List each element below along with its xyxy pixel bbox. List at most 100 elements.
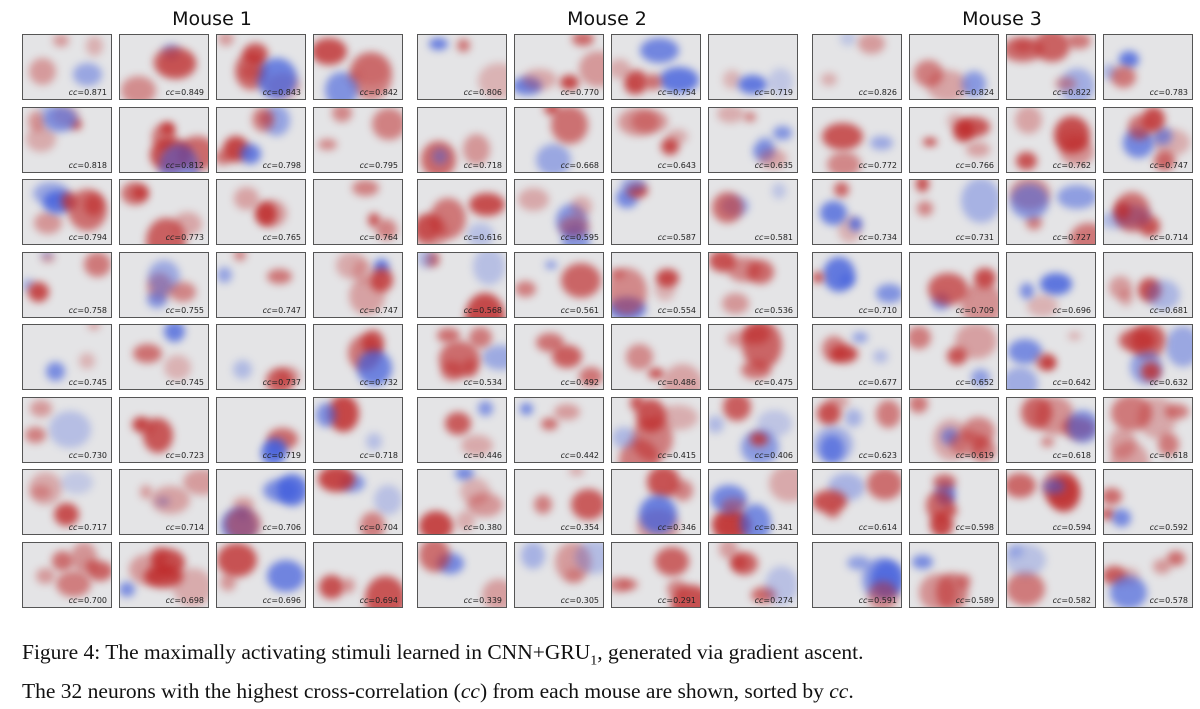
activation-blob	[1007, 472, 1037, 498]
activation-blob	[258, 199, 288, 228]
activation-blob	[756, 409, 793, 438]
stimulus-tile: cc=0.581	[708, 179, 798, 245]
cc-value: 0.730	[84, 450, 107, 460]
caption-line-1: Figure 4: The maximally activating stimu…	[22, 637, 1192, 676]
activation-blob	[875, 284, 901, 303]
cc-value: 0.623	[874, 450, 897, 460]
activation-blob	[29, 399, 53, 417]
cc-prefix: cc=	[657, 305, 674, 315]
activation-blob	[120, 581, 135, 598]
cc-value: 0.339	[479, 595, 502, 605]
cc-value: 0.581	[770, 233, 793, 242]
stimulus-tile: cc=0.592	[1103, 469, 1193, 535]
activation-blob	[961, 71, 986, 97]
cc-value: 0.719	[278, 450, 301, 460]
cc-value: 0.291	[673, 595, 696, 605]
activation-blob	[820, 200, 847, 225]
activation-blob	[520, 403, 533, 415]
cc-value: 0.652	[971, 378, 994, 387]
activation-blob	[482, 578, 506, 607]
activation-blob	[826, 397, 849, 410]
stimulus-tile: cc=0.737	[216, 324, 306, 390]
activation-blob	[971, 368, 991, 387]
activation-blob	[1112, 509, 1131, 527]
activation-blob	[826, 506, 841, 519]
cc-prefix: cc=	[165, 523, 182, 532]
activation-blob	[612, 427, 636, 448]
cc-prefix: cc=	[1149, 233, 1166, 242]
activation-blob	[1153, 151, 1175, 171]
cc-label: cc=0.773	[166, 233, 204, 242]
cc-value: 0.578	[1165, 595, 1188, 605]
activation-blob	[565, 569, 583, 583]
stimulus-tile: cc=0.723	[119, 396, 209, 463]
activation-blob	[1067, 410, 1095, 443]
activation-blob	[1113, 191, 1150, 233]
cc-label: cc=0.732	[360, 378, 398, 387]
activation-blob	[482, 344, 506, 370]
activation-blob	[368, 212, 381, 228]
cc-label: cc=0.696	[263, 596, 301, 605]
stimulus-tile: cc=0.614	[812, 469, 902, 535]
stimulus-tile: cc=0.642	[1006, 324, 1096, 390]
activation-blob	[568, 470, 584, 477]
activation-blob	[624, 77, 640, 94]
activation-blob	[23, 279, 35, 292]
cc-value: 0.595	[576, 233, 599, 242]
stimulus-tile: cc=0.698	[119, 541, 209, 608]
stimulus-tile: cc=0.694	[313, 541, 403, 608]
cc-prefix: cc=	[68, 88, 85, 97]
activation-blob	[164, 354, 192, 380]
activation-blob	[639, 37, 679, 63]
cc-label: cc=0.618	[1053, 451, 1091, 460]
cc-label: cc=0.446	[464, 451, 502, 460]
cc-value: 0.758	[84, 305, 107, 315]
cc-label: cc=0.554	[658, 306, 696, 315]
cc-label: cc=0.696	[1053, 306, 1091, 315]
activation-blob	[256, 57, 297, 99]
cc-label: cc=0.745	[69, 378, 107, 387]
activation-blob	[467, 492, 503, 517]
activation-blob	[45, 362, 65, 381]
activation-blob	[612, 269, 625, 279]
activation-blob	[373, 485, 402, 516]
cc-label: cc=0.561	[561, 306, 599, 315]
activation-blob	[28, 281, 49, 302]
activation-blob	[866, 470, 901, 500]
cc-label: cc=0.595	[561, 233, 599, 242]
activation-blob	[752, 140, 775, 162]
cc-value: 0.772	[874, 160, 897, 170]
activation-blob	[625, 70, 648, 95]
cc-label: cc=0.305	[561, 596, 599, 605]
activation-blob	[521, 542, 545, 570]
cc-label: cc=0.442	[561, 451, 599, 460]
stimulus-tile: cc=0.677	[812, 324, 902, 390]
activation-blob	[438, 340, 480, 378]
activation-blob	[173, 567, 208, 607]
activation-blob	[78, 352, 95, 370]
cc-value: 0.734	[874, 233, 897, 242]
cc-value: 0.826	[874, 88, 897, 97]
activation-blob	[1110, 397, 1153, 431]
activation-blob	[844, 409, 863, 427]
cc-prefix: cc=	[955, 233, 972, 242]
stimulus-tile: cc=0.772	[812, 106, 902, 173]
cc-label: cc=0.339	[464, 596, 502, 605]
cc-value: 0.681	[1165, 305, 1188, 315]
cc-value: 0.871	[84, 88, 107, 97]
cc-label: cc=0.843	[263, 88, 301, 97]
cc-prefix: cc=	[262, 450, 279, 460]
cc-value: 0.536	[770, 305, 793, 315]
activation-blob	[1015, 107, 1043, 135]
stimulus-tile: cc=0.718	[417, 106, 507, 173]
activation-blob	[730, 551, 759, 575]
stimulus-tile: cc=0.783	[1103, 34, 1193, 100]
activation-blob	[813, 425, 853, 462]
activation-blob	[1053, 115, 1090, 153]
activation-blob	[750, 586, 776, 604]
stimulus-tile: cc=0.798	[216, 106, 306, 173]
stimulus-tile: cc=0.709	[909, 251, 999, 318]
activation-blob	[87, 561, 111, 582]
cc-label: cc=0.766	[956, 161, 994, 170]
activation-blob	[620, 180, 646, 192]
